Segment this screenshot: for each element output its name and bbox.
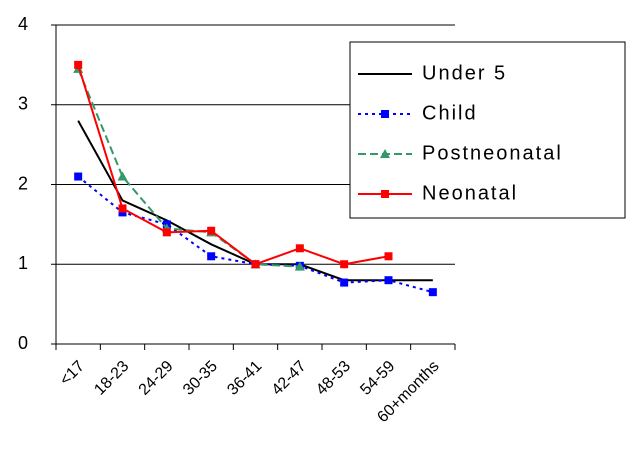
marker bbox=[340, 260, 349, 269]
y-tick-label: 2 bbox=[18, 173, 28, 193]
x-tick-label: 42-47 bbox=[269, 358, 310, 399]
marker bbox=[384, 252, 393, 261]
x-tick-label: 18-23 bbox=[91, 358, 132, 399]
legend-box bbox=[349, 41, 626, 219]
marker bbox=[207, 226, 216, 235]
x-tick-label: 30-35 bbox=[180, 358, 221, 399]
legend-label: Child bbox=[422, 102, 478, 124]
marker bbox=[295, 244, 304, 253]
marker bbox=[162, 228, 171, 237]
marker bbox=[381, 110, 389, 118]
series-line bbox=[77, 68, 300, 268]
marker bbox=[384, 276, 393, 285]
x-tick-label: 54-59 bbox=[357, 358, 398, 399]
legend-label: Postneonatal bbox=[422, 142, 563, 164]
marker bbox=[74, 172, 83, 181]
marker bbox=[74, 60, 83, 69]
x-tick-label: <17 bbox=[57, 358, 88, 389]
marker bbox=[381, 190, 389, 198]
marker bbox=[380, 149, 390, 158]
y-tick-label: 1 bbox=[18, 253, 28, 273]
x-tick-label: 48-53 bbox=[313, 358, 354, 399]
legend-label: Under 5 bbox=[422, 62, 507, 84]
marker bbox=[117, 171, 128, 181]
y-tick-label: 4 bbox=[18, 14, 28, 34]
series-line bbox=[77, 64, 389, 266]
marker bbox=[118, 204, 127, 213]
y-tick-label: 0 bbox=[18, 333, 28, 353]
x-tick-label: 36-41 bbox=[224, 358, 265, 399]
marker bbox=[294, 261, 305, 271]
y-tick-label: 3 bbox=[18, 94, 28, 114]
marker bbox=[428, 288, 437, 297]
marker bbox=[340, 278, 349, 287]
marker bbox=[207, 252, 216, 261]
x-tick-label: 24-29 bbox=[136, 358, 177, 399]
legend-label: Neonatal bbox=[422, 182, 518, 204]
marker bbox=[251, 260, 260, 269]
